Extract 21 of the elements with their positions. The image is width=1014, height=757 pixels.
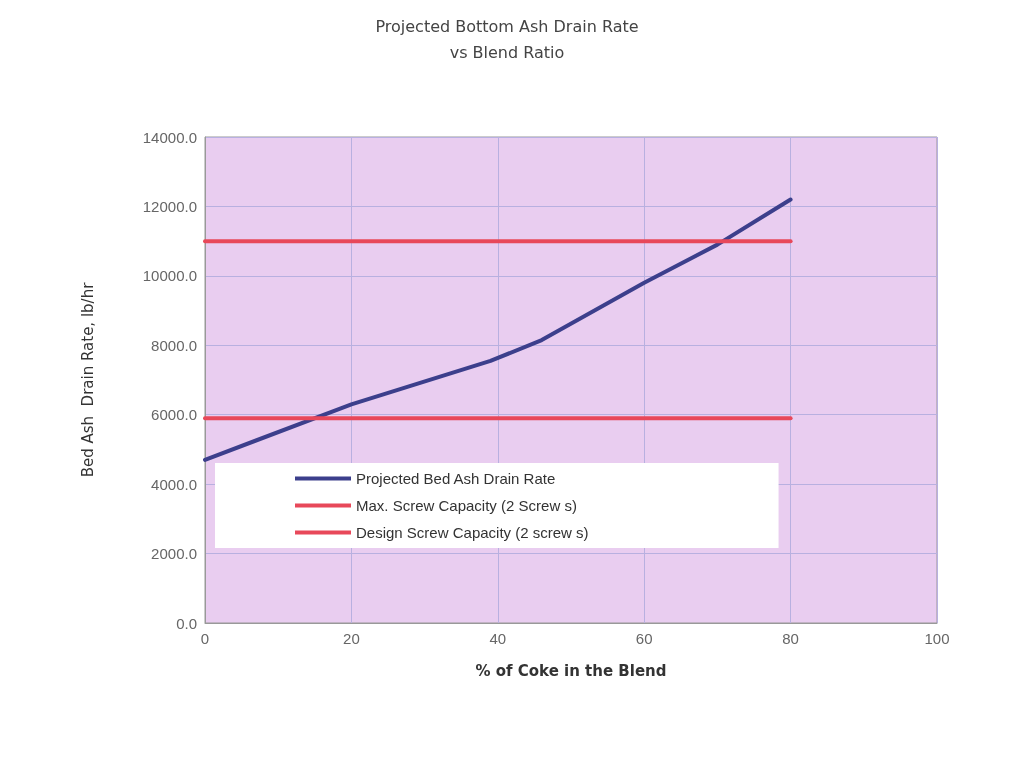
x-tick-label: 40 — [489, 630, 507, 647]
y-tick-label: 14000.0 — [142, 128, 197, 146]
x-tick-label: 60 — [635, 630, 653, 647]
y-tick-label: 10000.0 — [142, 267, 197, 285]
legend-label: Max. Screw Capacity (2 Screw s) — [356, 497, 577, 514]
y-tick-label: 4000.0 — [151, 475, 197, 493]
x-axis-title: % of Coke in the Blend — [475, 661, 667, 680]
y-tick-label: 8000.0 — [151, 336, 197, 354]
legend-label: Design Screw Capacity (2 screw s) — [356, 524, 589, 541]
x-tick-label: 20 — [343, 630, 360, 647]
x-tick-label: 100 — [924, 630, 950, 647]
x-tick-label: 0 — [200, 630, 210, 647]
line-series — [203, 197, 793, 462]
legend-label: Projected Bed Ash Drain Rate — [356, 470, 556, 487]
chart-title: Projected Bottom Ash Drain Rate vs Blend Ratio — [375, 16, 639, 62]
x-tick-label: 80 — [782, 630, 799, 647]
y-tick-label: 2000.0 — [151, 545, 197, 563]
y-tick-label: 6000.0 — [151, 406, 197, 424]
y-axis-title: Bed Ash Drain Rate, lb/hr — [78, 281, 97, 478]
y-tick-label: 0.0 — [176, 614, 197, 632]
y-tick-label: 12000.0 — [142, 197, 197, 215]
